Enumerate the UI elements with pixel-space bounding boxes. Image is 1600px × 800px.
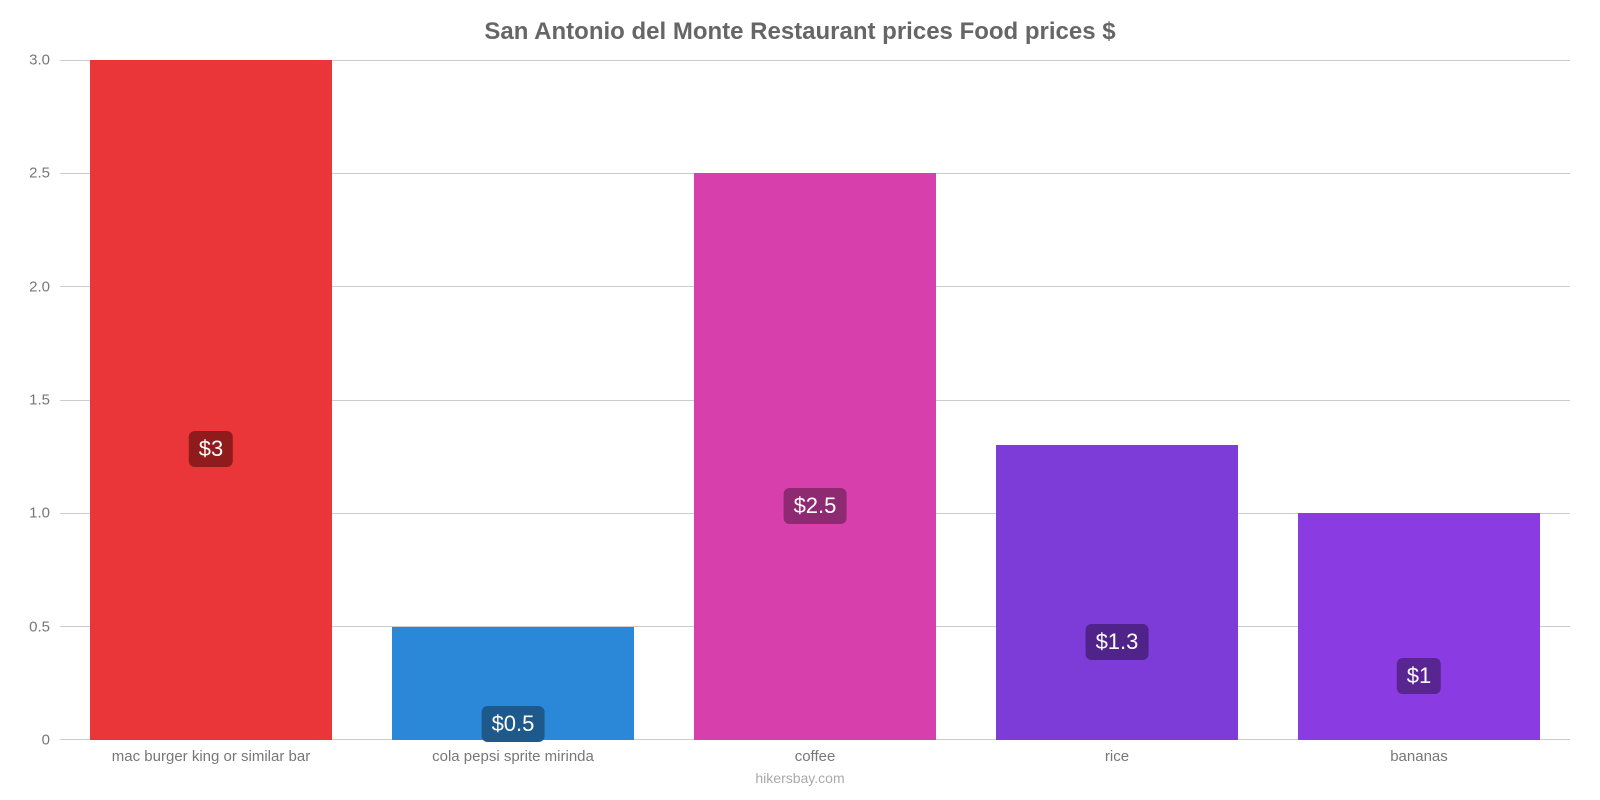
x-tick-label: rice xyxy=(1105,740,1129,765)
bar-rect xyxy=(694,173,936,740)
bar: $1 xyxy=(1298,60,1540,740)
value-badge: $1.3 xyxy=(1086,624,1149,660)
bar-rect xyxy=(1298,513,1540,740)
y-tick-label: 2.0 xyxy=(29,278,60,295)
plot-area: 00.51.01.52.02.53.0$3mac burger king or … xyxy=(60,60,1570,740)
x-tick-label: coffee xyxy=(795,740,836,765)
value-badge: $3 xyxy=(189,431,233,467)
y-tick-label: 0.5 xyxy=(29,618,60,635)
x-tick-label: bananas xyxy=(1390,740,1448,765)
bar-rect xyxy=(996,445,1238,740)
bar: $3 xyxy=(90,60,332,740)
bar: $0.5 xyxy=(392,60,634,740)
attribution: hikersbay.com xyxy=(0,770,1600,786)
x-tick-label: mac burger king or similar bar xyxy=(112,740,310,765)
x-tick-label: cola pepsi sprite mirinda xyxy=(432,740,594,765)
y-tick-label: 0 xyxy=(42,732,60,749)
bar: $1.3 xyxy=(996,60,1238,740)
value-badge: $1 xyxy=(1397,658,1441,694)
value-badge: $0.5 xyxy=(482,706,545,742)
y-tick-label: 1.0 xyxy=(29,505,60,522)
bar-rect xyxy=(90,60,332,740)
y-tick-label: 3.0 xyxy=(29,52,60,69)
y-tick-label: 1.5 xyxy=(29,392,60,409)
chart-title: San Antonio del Monte Restaurant prices … xyxy=(0,18,1600,46)
bar: $2.5 xyxy=(694,60,936,740)
y-tick-label: 2.5 xyxy=(29,165,60,182)
value-badge: $2.5 xyxy=(784,488,847,524)
chart-container: San Antonio del Monte Restaurant prices … xyxy=(0,0,1600,800)
